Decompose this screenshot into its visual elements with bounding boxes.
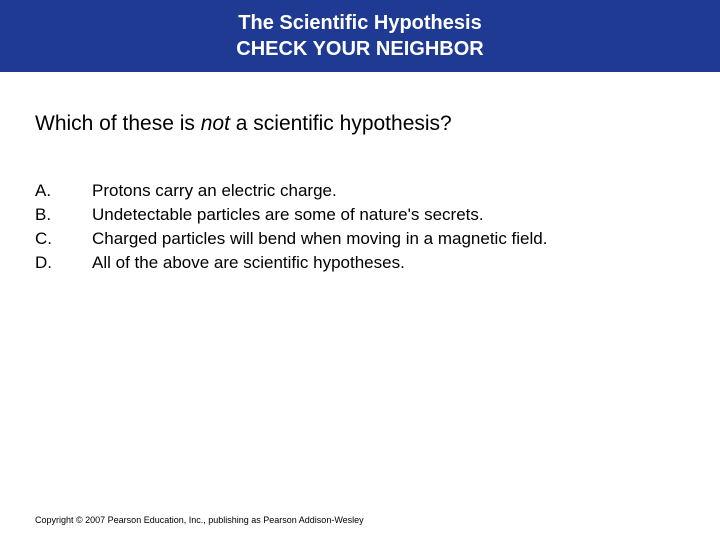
option-letter: D.: [35, 253, 92, 277]
option-c: C. Charged particles will bend when movi…: [35, 229, 547, 253]
option-b: B. Undetectable particles are some of na…: [35, 205, 547, 229]
header-line1: The Scientific Hypothesis: [0, 10, 720, 36]
option-letter: B.: [35, 205, 92, 229]
slide-content: Which of these is not a scientific hypot…: [0, 72, 720, 277]
option-text: Protons carry an electric charge.: [92, 181, 547, 205]
question-italic: not: [201, 112, 230, 135]
options-list: A. Protons carry an electric charge. B. …: [35, 181, 547, 277]
option-a: A. Protons carry an electric charge.: [35, 181, 547, 205]
question-text: Which of these is not a scientific hypot…: [35, 112, 685, 136]
slide-header: The Scientific Hypothesis CHECK YOUR NEI…: [0, 0, 720, 72]
option-letter: C.: [35, 229, 92, 253]
option-text: Undetectable particles are some of natur…: [92, 205, 547, 229]
option-letter: A.: [35, 181, 92, 205]
option-d: D. All of the above are scientific hypot…: [35, 253, 547, 277]
option-text: All of the above are scientific hypothes…: [92, 253, 547, 277]
question-prefix: Which of these is: [35, 112, 201, 135]
option-text: Charged particles will bend when moving …: [92, 229, 547, 253]
copyright-footer: Copyright © 2007 Pearson Education, Inc.…: [35, 515, 364, 525]
question-suffix: a scientific hypothesis?: [230, 112, 452, 135]
header-line2: CHECK YOUR NEIGHBOR: [0, 36, 720, 62]
